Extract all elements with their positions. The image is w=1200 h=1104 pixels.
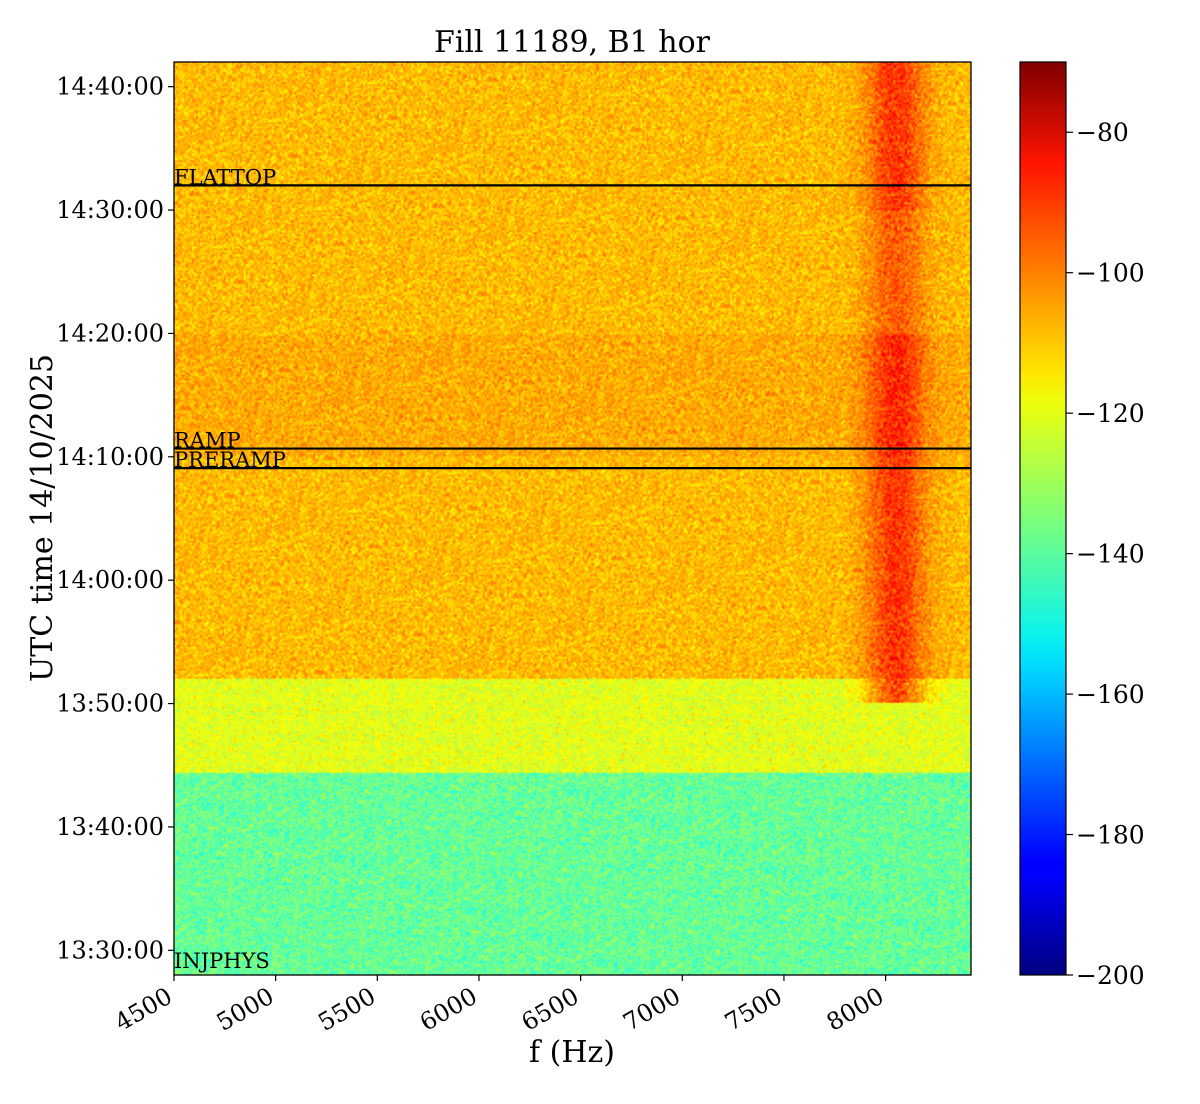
x-tick-label: 6000: [415, 982, 482, 1037]
colorbar-tick-label: −100: [1076, 259, 1145, 288]
colorbar-tick-label: −180: [1076, 821, 1145, 850]
y-tick-label: 14:20:00: [56, 319, 164, 347]
y-axis-label: UTC time 14/10/2025: [25, 354, 60, 682]
x-tick-label: 4500: [110, 982, 177, 1037]
y-tick-label: 14:40:00: [56, 73, 164, 101]
y-tick-label: 14:10:00: [56, 443, 164, 471]
colorbar-tick-label: −160: [1076, 680, 1145, 709]
plot-frame: [173, 61, 972, 976]
x-tick-label: 6500: [517, 982, 584, 1037]
y-tick-label: 13:30:00: [56, 936, 164, 964]
x-tick-label: 7000: [618, 982, 685, 1037]
x-axis: 4500 5000 5500 6000 6500 7000 7500 8000: [110, 975, 889, 1037]
y-tick-label: 13:40:00: [56, 813, 164, 841]
colorbar-axis: −200 −180 −160 −140 −120 −100 −80: [1066, 118, 1145, 990]
annotation-label-injphys: INJPHYS: [174, 949, 270, 973]
annotation-label-preramp: PRERAMP: [174, 448, 286, 472]
y-tick-label: 14:30:00: [56, 196, 164, 224]
x-tick-label: 7500: [720, 982, 787, 1037]
colorbar-tick-label: −200: [1076, 961, 1145, 990]
colorbar-tick-label: −120: [1076, 399, 1145, 428]
colorbar-tick-label: −140: [1076, 540, 1145, 569]
heatmap-raster: [174, 62, 971, 975]
x-tick-label: 8000: [822, 982, 889, 1037]
colorbar-tick-label: −80: [1076, 118, 1129, 147]
y-tick-label: 13:50:00: [56, 690, 164, 718]
y-tick-label: 14:00:00: [56, 566, 164, 594]
heatmap-area: [174, 62, 971, 975]
chart-title: Fill 11189, B1 hor: [434, 25, 711, 60]
x-axis-label: f (Hz): [529, 1035, 615, 1070]
x-tick-label: 5000: [212, 982, 279, 1037]
annotation-label-ramp: RAMP: [174, 429, 241, 453]
colorbar: [1019, 61, 1067, 976]
x-tick-label: 5500: [313, 982, 380, 1037]
annotation-label-flattop: FLATTOP: [174, 165, 276, 189]
y-axis: 13:30:00 13:40:00 13:50:00 14:00:00 14:10:00…: [56, 73, 174, 964]
